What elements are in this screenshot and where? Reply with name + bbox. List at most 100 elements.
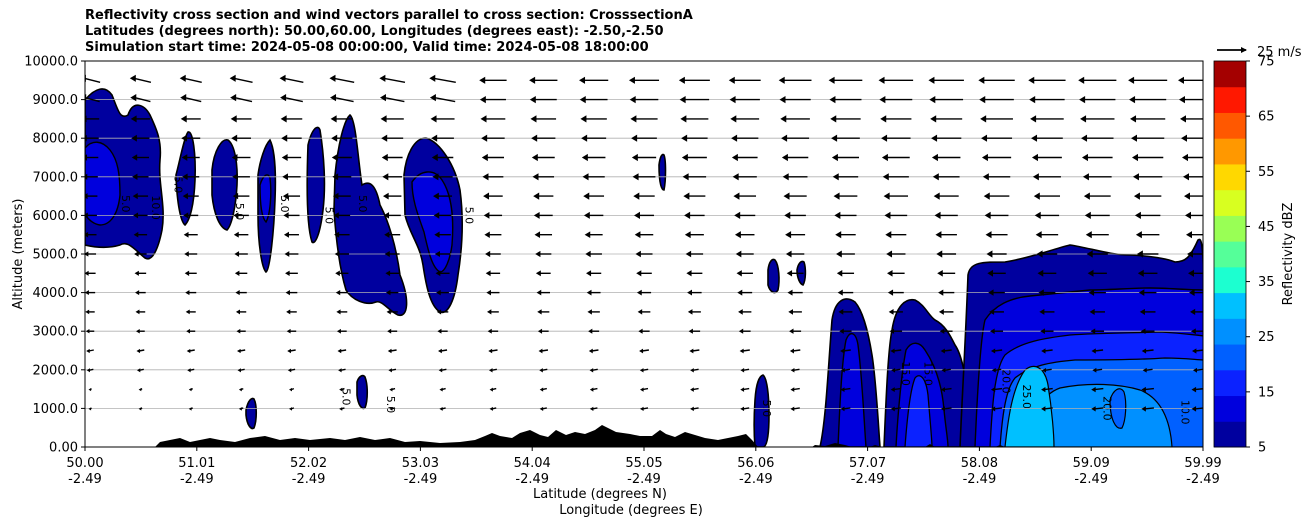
wind-vector-shaft — [233, 77, 253, 83]
wind-vector-head — [287, 368, 292, 373]
y-tick-label: 9000.0 — [33, 93, 79, 108]
wind-vector-head — [1189, 289, 1195, 296]
wind-vector-shaft — [993, 407, 1003, 410]
wind-vector-head — [333, 212, 339, 219]
wind-vector-head — [533, 192, 540, 200]
wind-vector-head — [1141, 348, 1147, 354]
wind-vector-shaft — [184, 96, 202, 103]
wind-vector-shaft — [433, 77, 456, 83]
colorbar-frame — [1213, 60, 1247, 448]
wind-vector-head — [840, 348, 845, 354]
wind-vector-head — [586, 270, 592, 277]
wind-vector-head — [588, 348, 593, 354]
wind-vector-head — [434, 231, 440, 238]
wind-vector-head — [835, 231, 842, 239]
wind-vector-head — [85, 115, 87, 123]
wind-vector-head — [839, 328, 844, 334]
wind-vector-head — [529, 96, 536, 104]
x-axis-label-latitude: Latitude (degrees N) — [533, 487, 667, 502]
wind-vector-head — [85, 328, 90, 334]
wind-vector-head — [583, 211, 590, 219]
wind-vector-head — [338, 368, 342, 373]
colorbar-segment — [1214, 369, 1246, 397]
wind-vector-shaft — [943, 407, 952, 410]
wind-vector-head — [537, 309, 542, 315]
wind-vector-head — [640, 387, 644, 392]
wind-vector-head — [386, 309, 391, 315]
wind-vector-head — [280, 115, 287, 123]
wind-vector-head — [940, 387, 945, 393]
wind-vector-head — [184, 270, 190, 276]
wind-vector-head — [838, 309, 844, 315]
colorbar-tick-label: 65 — [1258, 110, 1275, 125]
wind-vector-head — [1179, 96, 1185, 104]
wind-vector-head — [931, 153, 938, 162]
x-tick-label-latitude: 52.02 — [290, 456, 327, 471]
wind-vector-head — [533, 211, 540, 219]
wind-vector-head — [1083, 192, 1090, 200]
x-axis-label-longitude: Longitude (degrees E) — [559, 503, 703, 518]
wind-vector-head — [135, 328, 140, 334]
wind-vector-head — [1032, 173, 1039, 181]
wind-vector-head — [884, 211, 891, 219]
wind-vector-head — [86, 368, 90, 373]
wind-vector-head — [438, 368, 443, 373]
wind-vector-head — [233, 212, 239, 219]
x-tick-label-latitude: 59.99 — [1184, 456, 1221, 471]
wind-vector-head — [129, 74, 136, 82]
wind-vector-head — [583, 192, 590, 200]
wind-vector-head — [235, 309, 241, 315]
colorbar-tick-label: 55 — [1258, 165, 1275, 180]
wind-vector-head — [737, 289, 743, 296]
wind-vector-head — [1039, 308, 1045, 315]
wind-vector-head — [980, 115, 987, 123]
y-tick-label: 6000.0 — [33, 209, 79, 224]
wind-vector-head — [480, 115, 487, 123]
wind-vector-head — [537, 328, 543, 334]
wind-vector-head — [681, 153, 688, 162]
wind-vector-head — [389, 407, 393, 411]
wind-vector-head — [536, 289, 542, 296]
wind-vector-head — [429, 94, 436, 102]
wind-vector-head — [382, 192, 389, 200]
wind-vector-head — [991, 367, 996, 373]
wind-vector-head — [886, 250, 893, 258]
wind-vector-head — [790, 406, 795, 412]
wind-vector-head — [879, 96, 886, 104]
wind-vector-head — [334, 231, 340, 238]
wind-vector-head — [740, 368, 745, 373]
x-tick-label-longitude: -2.49 — [963, 472, 997, 487]
colorbar-tick-label: 35 — [1258, 275, 1275, 290]
wind-vector-head — [187, 368, 191, 373]
wind-vector-shaft — [85, 97, 100, 103]
wind-vector-head — [130, 115, 137, 123]
wind-vector-head — [1134, 211, 1141, 219]
wind-vector-head — [1082, 173, 1089, 181]
wind-vector-head — [1180, 115, 1186, 123]
wind-vector-head — [331, 134, 338, 142]
x-tick-label-latitude: 58.08 — [961, 456, 998, 471]
wind-vector-head — [736, 270, 742, 277]
title-line-2: Latitudes (degrees north): 50.00,60.00, … — [85, 24, 664, 39]
wind-vector-head — [887, 289, 894, 296]
wind-vector-head — [380, 115, 387, 123]
x-tick-label-latitude: 50.00 — [66, 456, 103, 471]
colorbar-segment — [1214, 318, 1246, 345]
x-tick-label-latitude: 57.07 — [849, 456, 886, 471]
wind-vector-head — [834, 211, 841, 219]
colorbar-tick-label: 5 — [1258, 441, 1266, 456]
wind-vector-head — [289, 387, 293, 392]
wind-vector-head — [1029, 96, 1036, 104]
wind-vector-head — [185, 290, 190, 296]
wind-vector-head — [1133, 192, 1140, 200]
wind-vector-head — [387, 348, 392, 354]
wind-vector-head — [889, 328, 895, 334]
reflectivity-level-25 — [1024, 383, 1173, 447]
wind-vector-head — [638, 328, 643, 334]
wind-vector-head — [539, 368, 543, 373]
wind-vector-head — [483, 192, 490, 200]
wind-vector-head — [585, 250, 591, 258]
wind-vector-head — [1138, 289, 1145, 296]
wind-vector-head — [1128, 76, 1135, 84]
colorbar-segment — [1214, 112, 1246, 139]
